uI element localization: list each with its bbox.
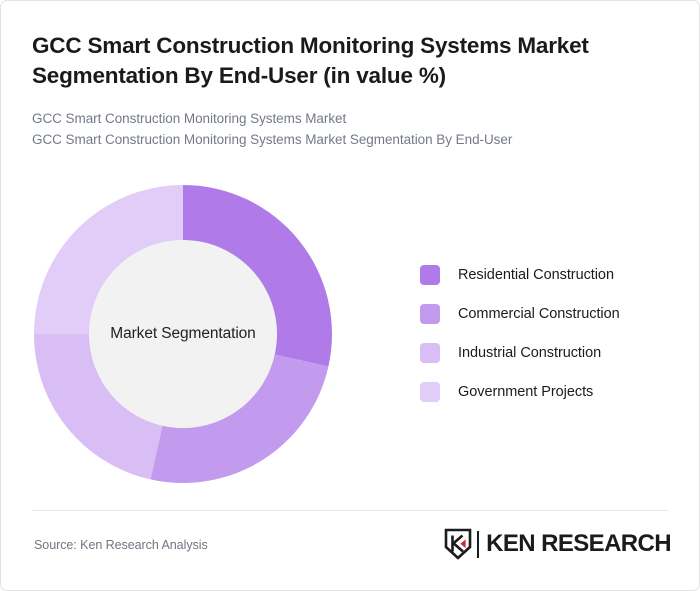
legend-item-residential-construction[interactable]: Residential Construction bbox=[420, 264, 620, 285]
legend-item-industrial-construction[interactable]: Industrial Construction bbox=[420, 342, 620, 363]
legend-swatch-icon bbox=[420, 381, 440, 402]
legend-swatch-icon bbox=[420, 342, 440, 363]
legend-swatch-icon bbox=[420, 264, 440, 285]
ken-research-shield-icon bbox=[444, 528, 472, 560]
chart-header: GCC Smart Construction Monitoring System… bbox=[32, 31, 669, 150]
legend-item-commercial-construction[interactable]: Commercial Construction bbox=[420, 303, 620, 324]
legend-item-label: Residential Construction bbox=[458, 266, 614, 283]
donut-chart-svg bbox=[34, 185, 332, 483]
donut-chart: Market Segmentation bbox=[34, 185, 332, 483]
subtitle-line-1: GCC Smart Construction Monitoring System… bbox=[32, 111, 347, 126]
legend-item-label: Commercial Construction bbox=[458, 305, 620, 322]
brand-logo: KEN RESEARCH bbox=[444, 527, 672, 561]
brand-separator bbox=[477, 530, 480, 558]
brand-name: KEN RESEARCH bbox=[486, 530, 671, 557]
subtitle-line-2: GCC Smart Construction Monitoring System… bbox=[32, 132, 513, 147]
page-title: GCC Smart Construction Monitoring System… bbox=[32, 33, 589, 88]
footer-divider bbox=[32, 510, 668, 511]
legend-item-label: Government Projects bbox=[458, 383, 594, 400]
source-note: Source: Ken Research Analysis bbox=[34, 538, 208, 552]
donut-hole bbox=[89, 240, 277, 428]
legend-item-label: Industrial Construction bbox=[458, 344, 602, 361]
breadcrumb: GCC Smart Construction Monitoring System… bbox=[32, 108, 669, 150]
legend-item-government-projects[interactable]: Government Projects bbox=[420, 381, 620, 402]
legend-swatch-icon bbox=[420, 303, 440, 324]
chart-legend: Residential Construction Commercial Cons… bbox=[420, 264, 620, 402]
